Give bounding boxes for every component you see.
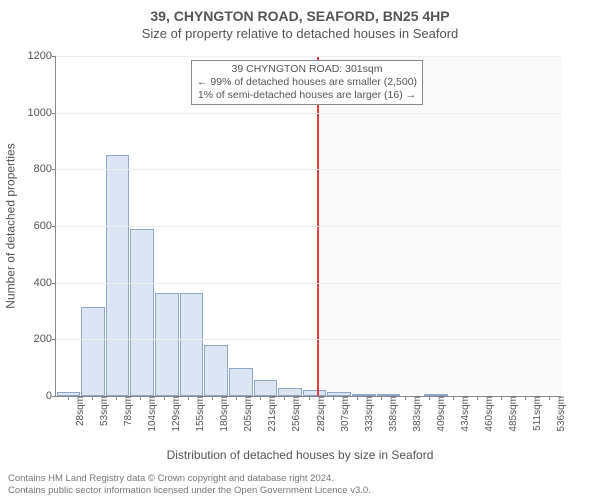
xtick-mark <box>429 396 430 400</box>
xtick-mark <box>68 396 69 400</box>
gridline <box>56 113 561 114</box>
xtick-mark <box>477 396 478 400</box>
annotation-box: 39 CHYNGTON ROAD: 301sqm ← 99% of detach… <box>191 60 423 105</box>
bar <box>254 380 278 396</box>
xtick-label: 282sqm <box>312 396 327 436</box>
xtick-label: 155sqm <box>191 396 206 436</box>
xtick-mark <box>501 396 502 400</box>
xtick-mark <box>453 396 454 400</box>
xtick-label: 28sqm <box>71 396 86 436</box>
annotation-line1: 39 CHYNGTON ROAD: 301sqm <box>197 63 417 76</box>
xtick-mark <box>236 396 237 400</box>
xtick-label: 231sqm <box>263 396 278 436</box>
page-subtitle: Size of property relative to detached ho… <box>0 24 600 41</box>
bar <box>106 155 130 396</box>
ytick-label: 600 <box>22 220 56 232</box>
gridline <box>56 169 561 170</box>
xtick-mark <box>381 396 382 400</box>
xtick-mark <box>164 396 165 400</box>
ytick-label: 200 <box>22 333 56 345</box>
gridline <box>56 56 561 57</box>
xtick-label: 536sqm <box>552 396 567 436</box>
xtick-mark <box>260 396 261 400</box>
xtick-mark <box>140 396 141 400</box>
histogram-chart: 39 CHYNGTON ROAD: 301sqm ← 99% of detach… <box>55 56 561 397</box>
gridline <box>56 283 561 284</box>
xtick-label: 78sqm <box>119 396 134 436</box>
gridline <box>56 226 561 227</box>
xtick-label: 307sqm <box>336 396 351 436</box>
annotation-line2: ← 99% of detached houses are smaller (2,… <box>197 76 417 89</box>
xtick-mark <box>188 396 189 400</box>
ytick-label: 1000 <box>22 107 56 119</box>
xtick-mark <box>357 396 358 400</box>
xtick-label: 104sqm <box>143 396 158 436</box>
xtick-label: 358sqm <box>384 396 399 436</box>
bar <box>229 368 253 396</box>
xtick-mark <box>284 396 285 400</box>
footer-line1: Contains HM Land Registry data © Crown c… <box>8 473 371 484</box>
bar <box>81 307 105 396</box>
xtick-label: 460sqm <box>480 396 495 436</box>
xtick-label: 333sqm <box>360 396 375 436</box>
ytick-label: 0 <box>22 390 56 402</box>
page-title: 39, CHYNGTON ROAD, SEAFORD, BN25 4HP <box>0 0 600 24</box>
xtick-label: 409sqm <box>432 396 447 436</box>
xtick-label: 511sqm <box>528 396 543 436</box>
xtick-mark <box>549 396 550 400</box>
bar <box>278 388 302 397</box>
x-axis-title: Distribution of detached houses by size … <box>0 448 600 462</box>
annotation-line3: 1% of semi-detached houses are larger (1… <box>197 89 417 102</box>
footer-credits: Contains HM Land Registry data © Crown c… <box>8 473 371 496</box>
xtick-label: 256sqm <box>287 396 302 436</box>
xtick-mark <box>309 396 310 400</box>
xtick-mark <box>405 396 406 400</box>
bar <box>155 293 179 396</box>
xtick-label: 383sqm <box>408 396 423 436</box>
xtick-label: 53sqm <box>95 396 110 436</box>
footer-line2: Contains public sector information licen… <box>8 485 371 496</box>
bar <box>204 345 228 396</box>
ytick-label: 400 <box>22 277 56 289</box>
bar <box>180 293 204 396</box>
xtick-label: 129sqm <box>167 396 182 436</box>
xtick-mark <box>116 396 117 400</box>
ytick-label: 800 <box>22 163 56 175</box>
xtick-label: 180sqm <box>215 396 230 436</box>
figure: 39, CHYNGTON ROAD, SEAFORD, BN25 4HP Siz… <box>0 0 600 500</box>
ytick-label: 1200 <box>22 50 56 62</box>
xtick-mark <box>525 396 526 400</box>
xtick-label: 485sqm <box>504 396 519 436</box>
xtick-label: 205sqm <box>239 396 254 436</box>
xtick-label: 434sqm <box>456 396 471 436</box>
xtick-mark <box>92 396 93 400</box>
xtick-mark <box>212 396 213 400</box>
y-axis-title: Number of detached properties <box>4 56 18 396</box>
bar <box>130 229 154 396</box>
xtick-mark <box>333 396 334 400</box>
gridline <box>56 339 561 340</box>
